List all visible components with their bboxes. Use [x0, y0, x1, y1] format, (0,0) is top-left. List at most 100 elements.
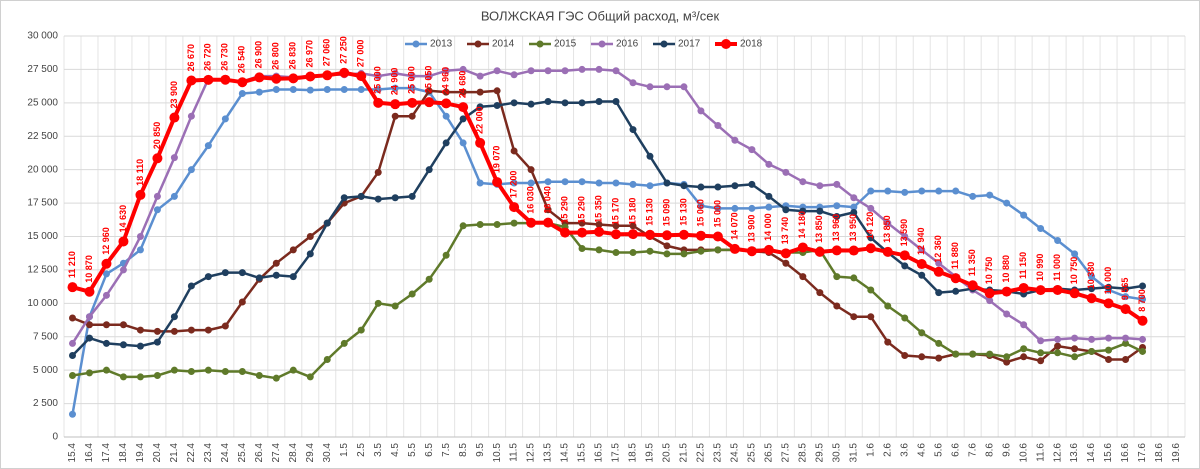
point: [612, 179, 620, 187]
point: [1003, 310, 1011, 318]
point: [1105, 346, 1113, 354]
point: [1122, 355, 1130, 363]
point: [1088, 335, 1096, 343]
point: [663, 83, 671, 91]
x-tick-label: 15.4: [67, 443, 78, 463]
point: [493, 220, 501, 228]
point: [663, 242, 671, 250]
point: [221, 269, 229, 277]
point: [663, 250, 671, 258]
point: [510, 71, 518, 79]
point: [373, 97, 384, 108]
point: [780, 248, 791, 259]
legend-label: 2013: [430, 39, 453, 50]
point: [254, 72, 265, 83]
point: [527, 166, 535, 174]
point: [867, 187, 875, 195]
x-tick-label: 16.5: [594, 443, 605, 463]
point: [899, 250, 910, 261]
point: [867, 286, 875, 294]
data-label: 23 900: [169, 81, 179, 109]
point: [85, 321, 93, 329]
legend-label: 2017: [678, 39, 701, 50]
data-label: 11 000: [1052, 254, 1062, 281]
point: [356, 71, 367, 82]
point: [1069, 288, 1080, 299]
point: [986, 297, 994, 305]
point: [731, 136, 739, 144]
x-tick-label: 8.5: [458, 443, 469, 457]
point: [1103, 298, 1114, 309]
data-label: 14 120: [865, 212, 875, 240]
x-tick-label: 26.4: [254, 443, 265, 463]
x-tick-label: 6.6: [950, 443, 961, 457]
point: [1037, 337, 1045, 345]
point: [865, 243, 876, 254]
point: [238, 368, 246, 376]
data-label: 14 070: [729, 212, 739, 240]
data-label: 24 960: [441, 67, 451, 95]
x-tick-label: 16.4: [84, 443, 95, 463]
data-label: 15 180: [627, 198, 637, 226]
point: [289, 366, 297, 374]
x-tick-label: 13.6: [1069, 443, 1080, 463]
x-tick-label: 10.6: [1018, 443, 1029, 463]
point: [612, 222, 620, 230]
point: [714, 183, 722, 191]
x-tick-label: 29.4: [305, 443, 316, 463]
point: [68, 339, 76, 347]
point: [407, 97, 418, 108]
point: [1054, 335, 1062, 343]
data-label: 13 590: [899, 219, 909, 247]
point: [1037, 224, 1045, 232]
point: [560, 227, 571, 238]
point: [867, 234, 875, 242]
point: [187, 368, 195, 376]
point: [84, 286, 95, 297]
point: [272, 374, 280, 382]
point: [459, 222, 467, 230]
data-label: 11 210: [67, 251, 77, 278]
x-tick-label: 28.5: [797, 443, 808, 463]
point: [1037, 357, 1045, 365]
point: [509, 202, 520, 213]
point: [68, 410, 76, 418]
point: [629, 249, 637, 257]
data-label: 15 290: [559, 196, 569, 224]
x-tick-label: 2.6: [882, 443, 893, 457]
data-label: 10 870: [84, 255, 94, 283]
x-tick-label: 19.6: [1171, 443, 1182, 463]
point: [543, 217, 554, 228]
point: [629, 180, 637, 188]
point: [357, 85, 365, 93]
point: [442, 112, 450, 120]
point: [187, 166, 195, 174]
point: [425, 166, 433, 174]
point: [136, 373, 144, 381]
point: [731, 204, 739, 212]
point: [323, 219, 331, 227]
point: [561, 99, 569, 107]
point: [408, 112, 416, 120]
point: [340, 194, 348, 202]
point: [170, 192, 178, 200]
point: [816, 207, 824, 215]
legend-marker: [598, 40, 606, 48]
point: [85, 334, 93, 342]
point: [850, 194, 858, 202]
x-tick-label: 12.6: [1052, 443, 1063, 463]
point: [339, 67, 350, 78]
point: [918, 187, 926, 195]
x-tick-label: 5.5: [407, 443, 418, 457]
x-tick-label: 5.6: [933, 443, 944, 457]
x-tick-label: 7.6: [967, 443, 978, 457]
x-tick-label: 7.5: [441, 443, 452, 457]
point: [374, 168, 382, 176]
point: [901, 233, 909, 240]
data-label: 12 960: [101, 227, 111, 255]
point: [697, 183, 705, 191]
y-tick-label: 12 500: [27, 265, 58, 276]
point: [933, 266, 944, 277]
point: [1139, 282, 1147, 290]
data-label: 14 180: [797, 211, 807, 239]
